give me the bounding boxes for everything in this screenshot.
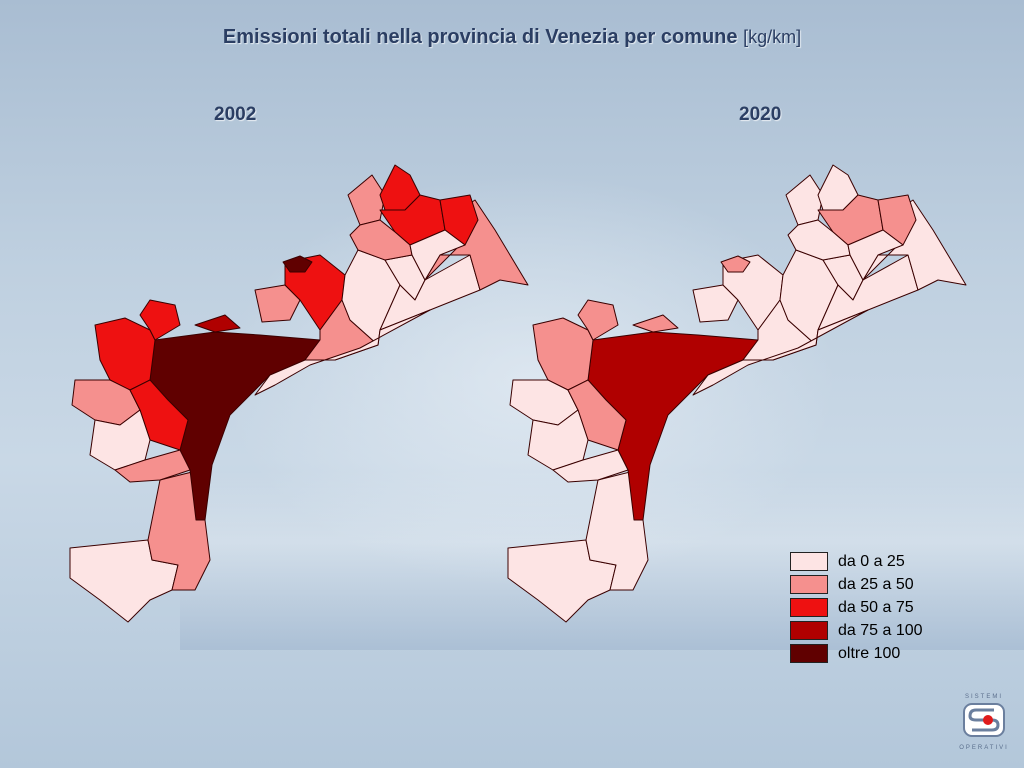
map2002-west-1 (94, 317, 156, 391)
map2020-ne-4 (692, 309, 869, 396)
map2020-west-4 (527, 409, 589, 471)
map2020-n-4 (877, 194, 917, 246)
map2002-west-4 (89, 409, 151, 471)
map2020-n-6 (847, 229, 904, 281)
company-logo: SISTEMI OPERATIVI (958, 694, 1010, 754)
legend-swatch-2 (790, 598, 828, 617)
legend-item-3: da 75 a 100 (790, 619, 940, 642)
map2002-west-5 (114, 449, 191, 483)
logo-top-text: SISTEMI (964, 694, 1003, 700)
map2002-mid-2 (254, 284, 301, 323)
map2020-n-1 (785, 174, 824, 226)
map2002-mid-1 (194, 314, 241, 333)
map2020-mid-1 (632, 314, 679, 333)
legend-label-4: oltre 100 (838, 644, 901, 662)
map-2020 (507, 164, 967, 623)
page-title: Emissioni totali nella provincia di Vene… (0, 26, 1024, 49)
map2020-corner (720, 255, 751, 273)
map2002-n-1 (347, 174, 386, 226)
legend-item-1: da 25 a 50 (790, 573, 940, 596)
logo-s-icon (963, 703, 1005, 737)
map2020-west-6 (577, 299, 619, 341)
title-main: Emissioni totali nella provincia di Vene… (222, 26, 738, 48)
map2002-west-6 (139, 299, 181, 341)
legend-item-4: oltre 100 (790, 642, 940, 665)
year-label-2002: 2002 (214, 104, 257, 125)
legend-label-0: da 0 a 25 (838, 552, 905, 570)
legend-label-2: da 50 a 75 (838, 598, 914, 616)
legend-swatch-0 (790, 552, 828, 571)
legend-swatch-1 (790, 575, 828, 594)
map2002-corner (282, 255, 313, 273)
map-2002 (69, 164, 529, 623)
map2020-west-1 (532, 317, 594, 391)
map2020-mid-2 (692, 284, 739, 323)
legend: da 0 a 25 da 25 a 50 da 50 a 75 da 75 a … (790, 550, 940, 665)
title-unit: [kg/km] (743, 27, 802, 47)
legend-label-3: da 75 a 100 (838, 621, 923, 639)
logo-bottom-text: OPERATIVI (959, 745, 1009, 751)
map2002-n-4 (439, 194, 479, 246)
legend-item-2: da 50 a 75 (790, 596, 940, 619)
legend-label-1: da 25 a 50 (838, 575, 914, 593)
legend-item-0: da 0 a 25 (790, 550, 940, 573)
map2002-n-6 (409, 229, 466, 281)
legend-swatch-3 (790, 621, 828, 640)
legend-swatch-4 (790, 644, 828, 663)
map2002-ne-4 (254, 309, 431, 396)
map2020-west-5 (552, 449, 629, 483)
year-label-2020: 2020 (739, 104, 782, 125)
